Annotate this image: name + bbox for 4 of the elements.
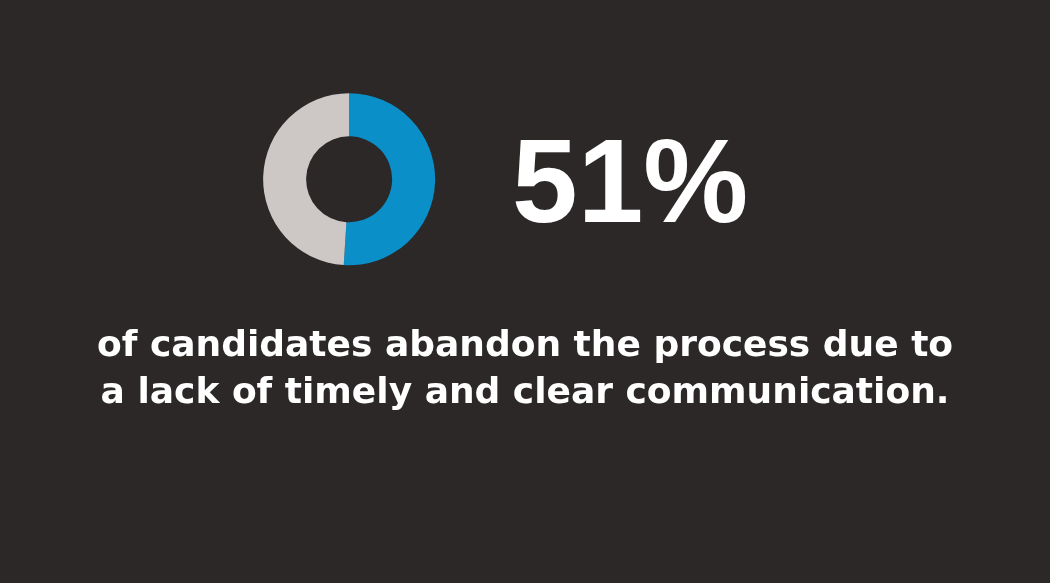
donut-slice [263, 93, 350, 266]
text: of candidates abandon the process due to a lack of timely and clear communication. [97, 323, 954, 411]
text: 51% [512, 115, 749, 247]
donut-slice [343, 93, 436, 266]
